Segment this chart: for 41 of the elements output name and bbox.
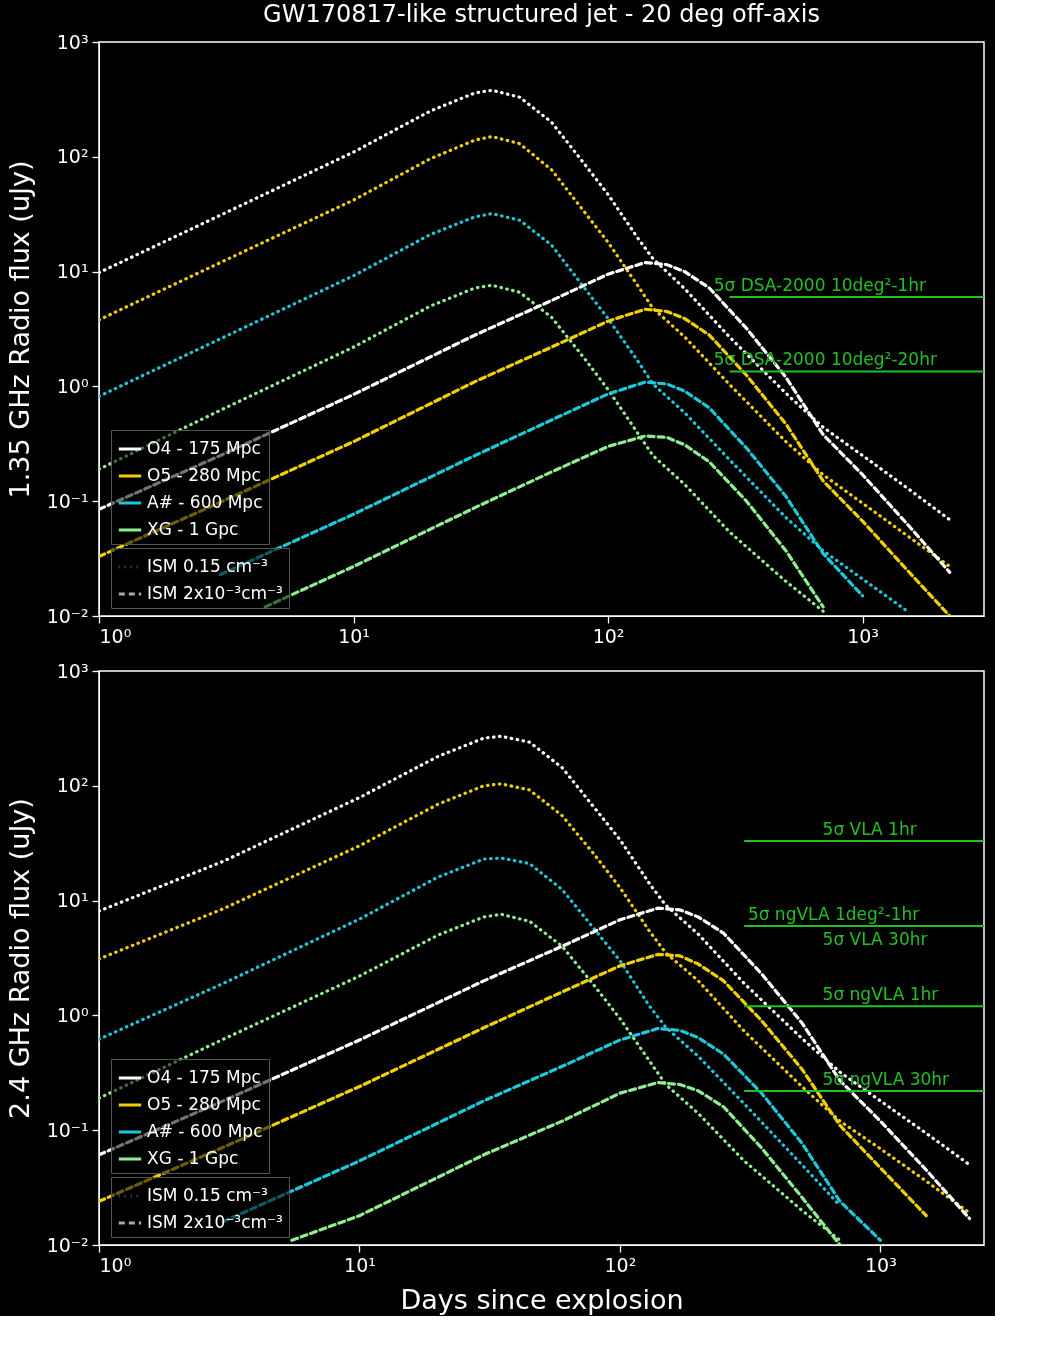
x-tick-label: 10² <box>592 624 625 647</box>
x-tick-label: 10⁰ <box>99 1253 132 1276</box>
y-tick-label: 10² <box>56 774 89 797</box>
y-axis-title: 1.35 GHz Radio flux (uJy) <box>3 160 35 499</box>
legend-label: XG - 1 Gpc <box>147 519 239 539</box>
legend-label: A# - 600 Mpc <box>147 492 263 512</box>
legend-label: O5 - 280 Mpc <box>147 465 261 485</box>
legend-label: O4 - 175 Mpc <box>147 1067 261 1087</box>
legend-label: ISM 0.15 cm⁻³ <box>147 1185 268 1205</box>
y-tick-label: 10⁰ <box>56 374 89 397</box>
legend-label: XG - 1 Gpc <box>147 1148 239 1168</box>
annotation: 5σ ngVLA 1deg²-1hr <box>747 904 920 925</box>
annotation: 5σ ngVLA 1hr <box>822 984 939 1005</box>
y-tick-label: 10⁰ <box>56 1003 89 1026</box>
y-tick-label: 10⁻¹ <box>46 1118 89 1141</box>
annotation: 5σ VLA 30hr <box>822 929 928 950</box>
y-tick-label: 10¹ <box>56 260 89 283</box>
y-tick-label: 10² <box>56 145 89 168</box>
y-tick-label: 10³ <box>56 30 89 53</box>
legend-label: ISM 0.15 cm⁻³ <box>147 556 268 576</box>
annotation: 5σ VLA 1hr <box>822 819 917 840</box>
legend-label: ISM 2x10⁻³cm⁻³ <box>147 583 283 603</box>
y-tick-label: 10³ <box>56 659 89 682</box>
x-axis-title: Days since explosion <box>400 1283 684 1315</box>
x-tick-label: 10³ <box>847 624 879 647</box>
x-tick-label: 10¹ <box>344 1253 376 1276</box>
y-tick-label: 10⁻² <box>46 1233 89 1256</box>
y-axis-title: 2.4 GHz Radio flux (uJy) <box>3 798 35 1119</box>
legend-label: O4 - 175 Mpc <box>147 438 261 458</box>
x-tick-label: 10⁰ <box>99 624 132 647</box>
legend-label: A# - 600 Mpc <box>147 1121 263 1141</box>
legend-label: O5 - 280 Mpc <box>147 1094 261 1114</box>
x-tick-label: 10¹ <box>338 624 370 647</box>
y-tick-label: 10⁻¹ <box>46 489 89 512</box>
y-tick-label: 10¹ <box>56 889 89 912</box>
chart-title: GW170817-like structured jet - 20 deg off-axis <box>263 0 820 28</box>
legend-label: ISM 2x10⁻³cm⁻³ <box>147 1212 283 1232</box>
y-tick-label: 10⁻² <box>46 604 89 627</box>
x-tick-label: 10³ <box>864 1253 897 1276</box>
x-tick-label: 10² <box>604 1253 637 1276</box>
annotation: 5σ DSA-2000 10deg²-1hr <box>713 275 927 296</box>
